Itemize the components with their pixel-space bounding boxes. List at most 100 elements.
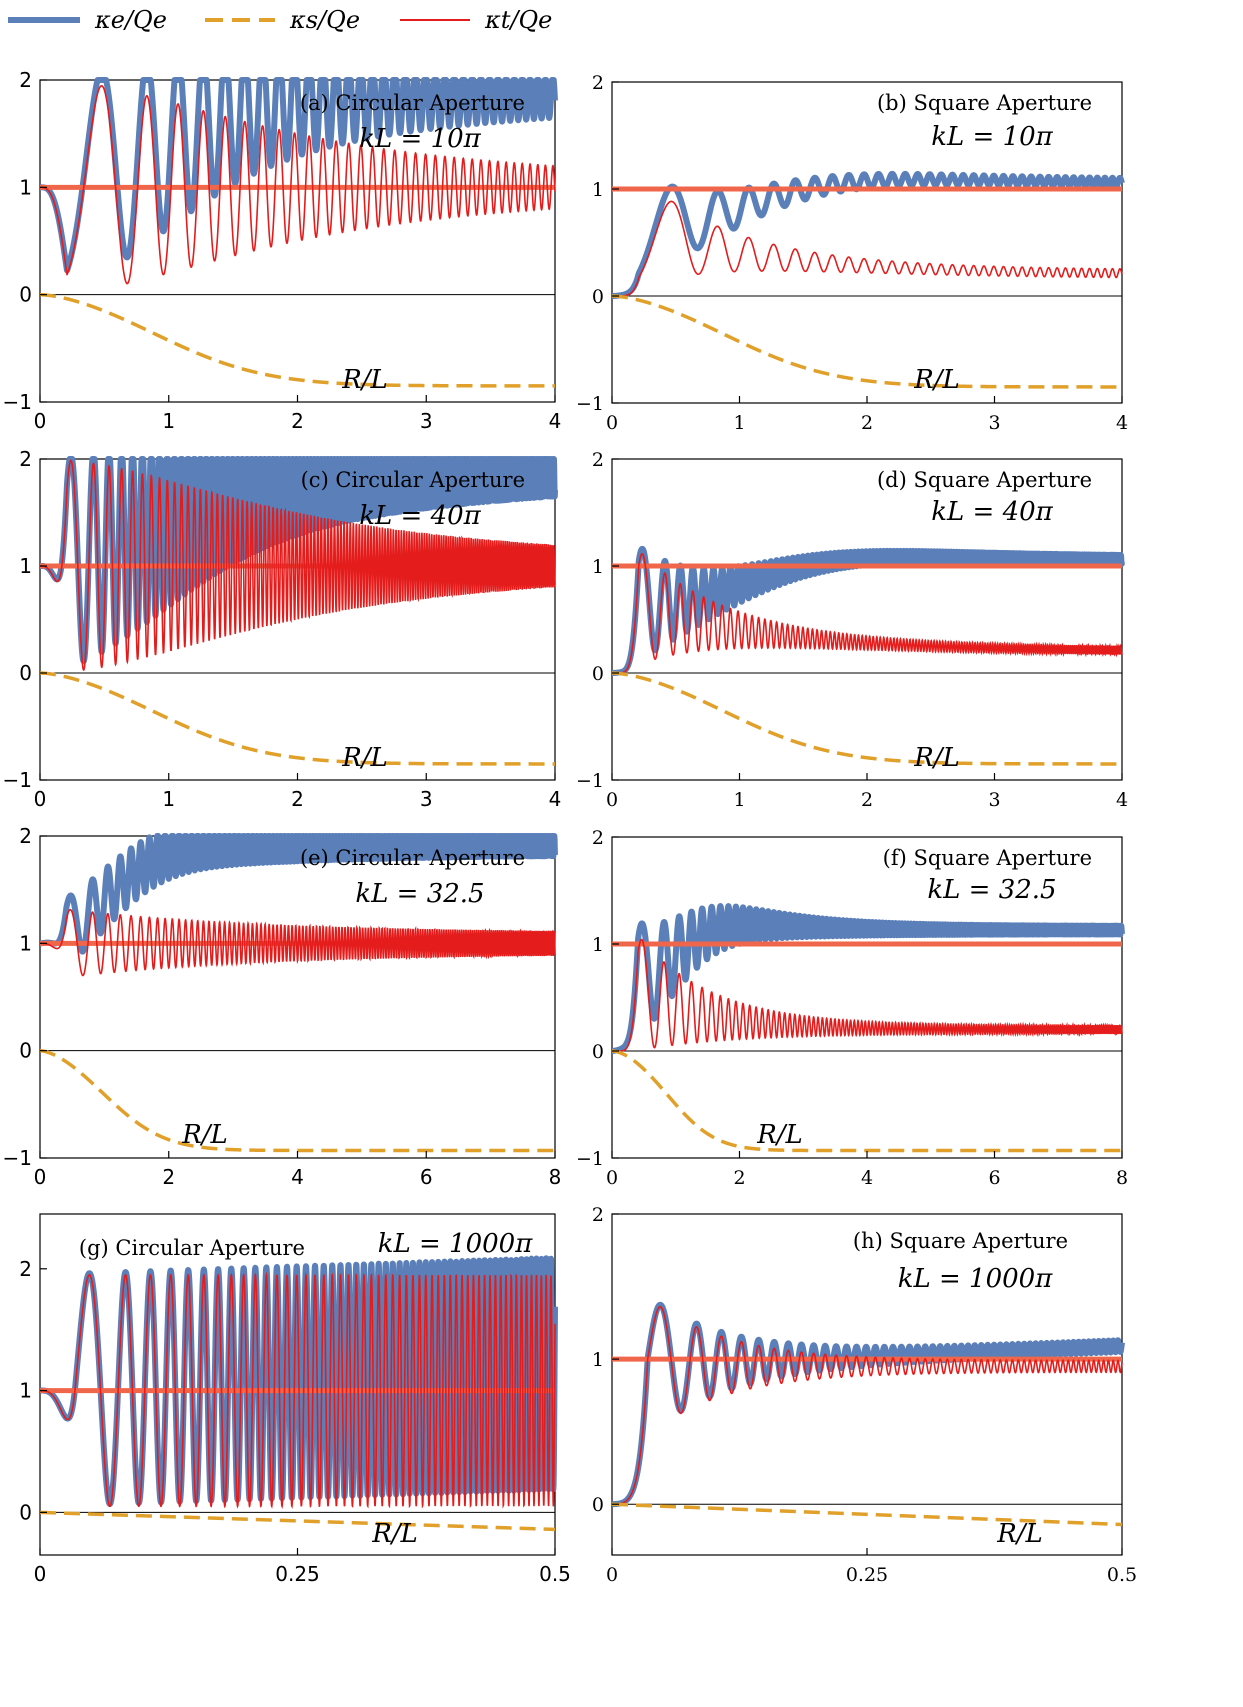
panel-title: (g) Circular Aperture [79, 1236, 305, 1260]
x-tick-label: 4 [291, 1165, 304, 1189]
x-tick-label: 4 [1116, 789, 1128, 811]
legend-label-kappa-s: κs/Qe [289, 6, 360, 34]
x-axis-label: R/L [371, 1519, 418, 1549]
panel-h: 0 0.25 0.5 0 1 2 (h) Square Aperture kL = 1000π… [592, 1204, 1137, 1586]
y-tick-label: 0 [592, 286, 604, 308]
x-axis-label: R/L [756, 1120, 803, 1150]
panel-title: (f) Square Aperture [883, 846, 1092, 870]
series-kappa-t [612, 1305, 1123, 1506]
series-kappa-t [40, 85, 556, 285]
x-tick-label: 0.5 [539, 1562, 571, 1586]
legend-label-kappa-t: κt/Qe [484, 6, 552, 34]
y-tick-label: −1 [3, 768, 32, 792]
x-tick-label: 0 [606, 789, 618, 811]
series-kappa-e [37, 77, 558, 274]
panel-title: (e) Circular Aperture [300, 846, 525, 870]
y-tick-label: 0 [592, 1041, 604, 1063]
x-axis-label: R/L [913, 365, 960, 395]
x-tick-label: 2 [291, 787, 304, 811]
series-kappa-s [40, 292, 555, 388]
y-tick-label: 2 [592, 72, 604, 94]
x-tick-label: 3 [420, 409, 433, 433]
x-tick-label: 3 [988, 789, 1000, 811]
series-kappa-t [40, 1271, 556, 1509]
y-tick-label: −1 [576, 393, 604, 415]
x-tick-label: 1 [733, 412, 745, 434]
legend-item-kappa-s: κs/Qe [205, 6, 360, 34]
y-tick-label: 1 [19, 554, 32, 578]
series-kappa-t [612, 200, 1123, 297]
y-tick-label: 1 [19, 931, 32, 955]
y-tick-label: 1 [592, 934, 604, 956]
y-tick-label: 0 [19, 661, 32, 685]
y-tick-label: 0 [19, 1039, 32, 1063]
series-kappa-e [609, 1301, 1125, 1508]
series-kappa-s [611, 1502, 1123, 1527]
series-kappa-t [40, 908, 556, 977]
panel-kl-label: kL = 1000π [378, 1229, 534, 1259]
x-tick-label: 4 [1116, 412, 1128, 434]
x-tick-label: 0 [34, 787, 47, 811]
y-tick-label: −1 [576, 770, 604, 792]
series-kappa-s [40, 1048, 555, 1153]
x-tick-label: 0 [34, 1562, 47, 1586]
y-tick-label: 0 [19, 1500, 32, 1524]
panel-title: (c) Circular Aperture [301, 468, 525, 492]
y-tick-label: 1 [592, 556, 604, 578]
x-tick-label: 1 [733, 789, 745, 811]
x-tick-label: 8 [549, 1165, 562, 1189]
panel-kl-label: kL = 32.5 [355, 879, 484, 909]
panel-kl-label: kL = 1000π [898, 1264, 1054, 1294]
y-tick-label: 2 [592, 449, 604, 471]
x-tick-label: 0 [34, 409, 47, 433]
series-kappa-e [609, 903, 1125, 1054]
series-kappa-e [609, 545, 1125, 676]
series-kappa-e [37, 833, 558, 955]
x-tick-label: 4 [549, 787, 562, 811]
panel-kl-label: kL = 32.5 [927, 875, 1056, 905]
x-tick-label: 2 [733, 1167, 745, 1189]
panel-title: (b) Square Aperture [877, 91, 1092, 115]
y-tick-label: 2 [592, 1204, 604, 1226]
x-tick-label: 6 [420, 1165, 433, 1189]
x-tick-label: 2 [291, 409, 304, 433]
panel-kl-label: kL = 40π [359, 501, 481, 531]
x-tick-label: 6 [988, 1167, 1000, 1189]
x-tick-label: 0 [606, 1167, 618, 1189]
x-axis-label: R/L [341, 743, 388, 773]
y-tick-label: −1 [3, 1146, 32, 1170]
series-kappa-s [40, 1510, 555, 1532]
series-kappa-e [609, 170, 1125, 299]
y-tick-label: 2 [19, 447, 32, 471]
y-tick-label: 2 [19, 1257, 32, 1281]
series-kappa-t [40, 459, 556, 672]
x-tick-label: 0.25 [275, 1562, 320, 1586]
x-tick-label: 2 [861, 789, 873, 811]
x-tick-label: 2 [861, 412, 873, 434]
x-axis-label: R/L [996, 1519, 1043, 1549]
series-kappa-t [612, 553, 1123, 674]
panel-kl-label: kL = 40π [931, 497, 1053, 527]
series-kappa-s [612, 294, 1122, 389]
y-tick-label: 1 [592, 1349, 604, 1371]
y-tick-label: 1 [19, 175, 32, 199]
y-tick-label: 1 [592, 179, 604, 201]
panel-kl-label: kL = 10π [931, 122, 1053, 152]
x-tick-label: 0.25 [846, 1564, 888, 1586]
panel-g: 0 0.25 0.5 0 1 2 (g) Circular Aperture kL = 100… [19, 1213, 571, 1586]
panel-title: (a) Circular Aperture [300, 91, 525, 115]
series-kappa-s [40, 671, 555, 766]
y-tick-label: 0 [592, 1494, 604, 1516]
x-tick-label: 4 [549, 409, 562, 433]
y-tick-label: 2 [592, 827, 604, 849]
legend-item-kappa-e: κe/Qe [8, 6, 167, 34]
series-kappa-s [612, 1049, 1122, 1153]
legend-label-kappa-e: κe/Qe [94, 6, 167, 34]
y-tick-label: 0 [19, 283, 32, 307]
y-tick-label: 2 [19, 824, 32, 848]
x-tick-label: 0 [34, 1165, 47, 1189]
